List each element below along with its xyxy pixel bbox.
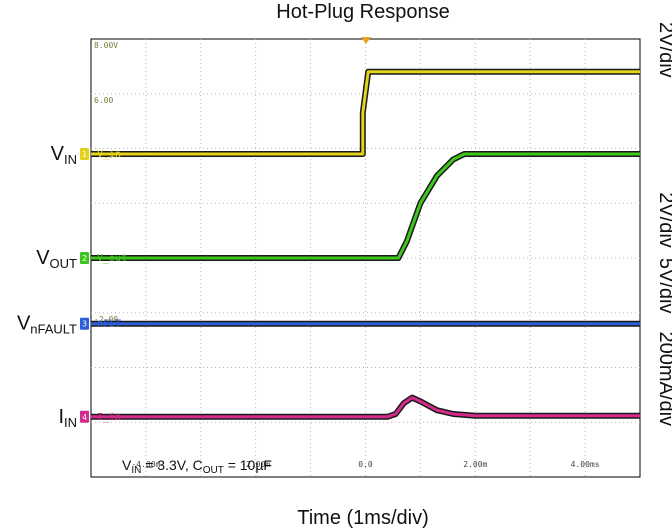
- conditions-annotation: VIN = 3.3V, COUT = 10µF: [122, 457, 272, 476]
- channel-markers: 1 2 3 4: [80, 147, 89, 423]
- channel-number: 4: [82, 413, 87, 422]
- screen-channel-label: I_in: [97, 412, 121, 423]
- y-tick-label: 8.00V: [94, 41, 118, 50]
- scale-label: 200mA/div: [655, 332, 672, 427]
- channel-marker: [80, 252, 89, 264]
- x-tick-labels: -4.00m -2.00m 0.0 2.00m 4.00ms: [131, 460, 599, 469]
- x-axis-label: Time (1ms/div): [297, 507, 428, 529]
- trace-v-in: [91, 70, 640, 156]
- trace-v-out: [91, 152, 640, 260]
- channel-label: VnFAULT: [17, 313, 77, 337]
- y-tick-label: -2.00: [94, 315, 118, 324]
- screen-channel-label: V_out: [97, 253, 127, 264]
- y-tick-label: 6.00: [94, 96, 113, 105]
- trigger-marker-icon: [361, 37, 371, 44]
- channel-number: 2: [82, 254, 87, 263]
- scale-label: 2V/div: [655, 192, 672, 248]
- x-tick-label: 2.00m: [463, 460, 487, 469]
- x-tick-label: -4.00m: [131, 460, 160, 469]
- scale-label: 2V/div: [655, 22, 672, 78]
- x-tick-label: -2.00m: [241, 460, 270, 469]
- channel-number: 3: [82, 320, 87, 329]
- screen-channel-label: nFLT: [97, 319, 121, 330]
- scale-label: 5V/div: [655, 258, 672, 314]
- channel-marker: [80, 317, 89, 330]
- x-tick-label: 4.00ms: [571, 460, 600, 469]
- channel-label: VOUT: [36, 247, 77, 271]
- channel-number: 1: [82, 150, 87, 159]
- channel-label: VIN: [51, 143, 77, 167]
- chart-title: Hot-Plug Response: [276, 1, 449, 23]
- screen-channel-label: V_in: [97, 149, 121, 160]
- channel-labels: V_in VIN V_out VOUT nFLT VnFAULT I_in IIN: [17, 143, 127, 430]
- x-tick-label: 0.0: [358, 460, 373, 469]
- channel-label: IIN: [58, 406, 77, 430]
- channel-marker: [80, 147, 89, 160]
- trace-i-in: [91, 396, 640, 419]
- traces: [91, 68, 640, 420]
- scale-labels: 2V/div 2V/div 5V/div 200mA/div: [655, 22, 672, 426]
- channel-marker: [80, 410, 89, 423]
